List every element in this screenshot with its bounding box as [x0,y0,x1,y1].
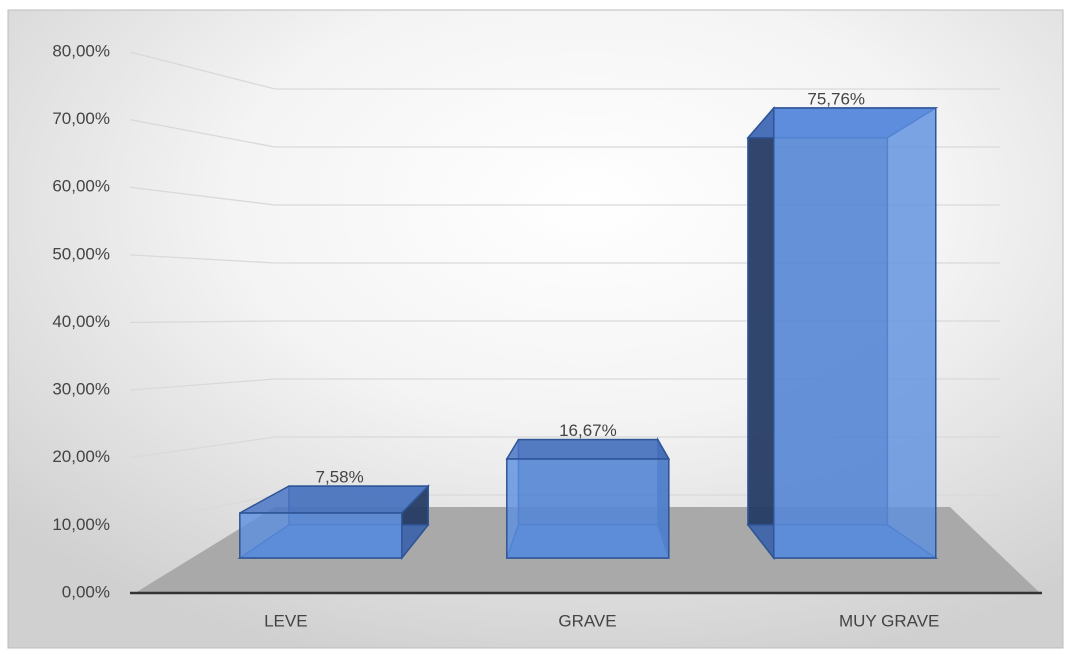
y-tick-label: 30,00% [52,380,110,399]
data-label: 75,76% [807,89,865,108]
bar-top [505,438,671,460]
x-tick-label: MUY GRAVE [839,611,939,630]
y-tick-label: 20,00% [52,447,110,466]
y-tick-label: 70,00% [52,109,110,128]
x-tick-label: GRAVE [558,611,616,630]
bar [773,107,937,559]
y-tick-label: 50,00% [52,244,110,263]
y-tick-label: 10,00% [52,515,110,534]
y-tick-label: 60,00% [52,177,110,196]
y-tick-label: 0,00% [62,582,110,601]
data-label: 7,58% [316,468,364,487]
bar-side [747,105,775,561]
bar [239,512,403,559]
y-tick-label: 80,00% [52,41,110,60]
data-label: 16,67% [559,421,617,440]
y-tick-label: 40,00% [52,312,110,331]
grid-line [129,51,1000,90]
x-tick-label: LEVE [264,611,307,630]
bar [506,458,670,559]
